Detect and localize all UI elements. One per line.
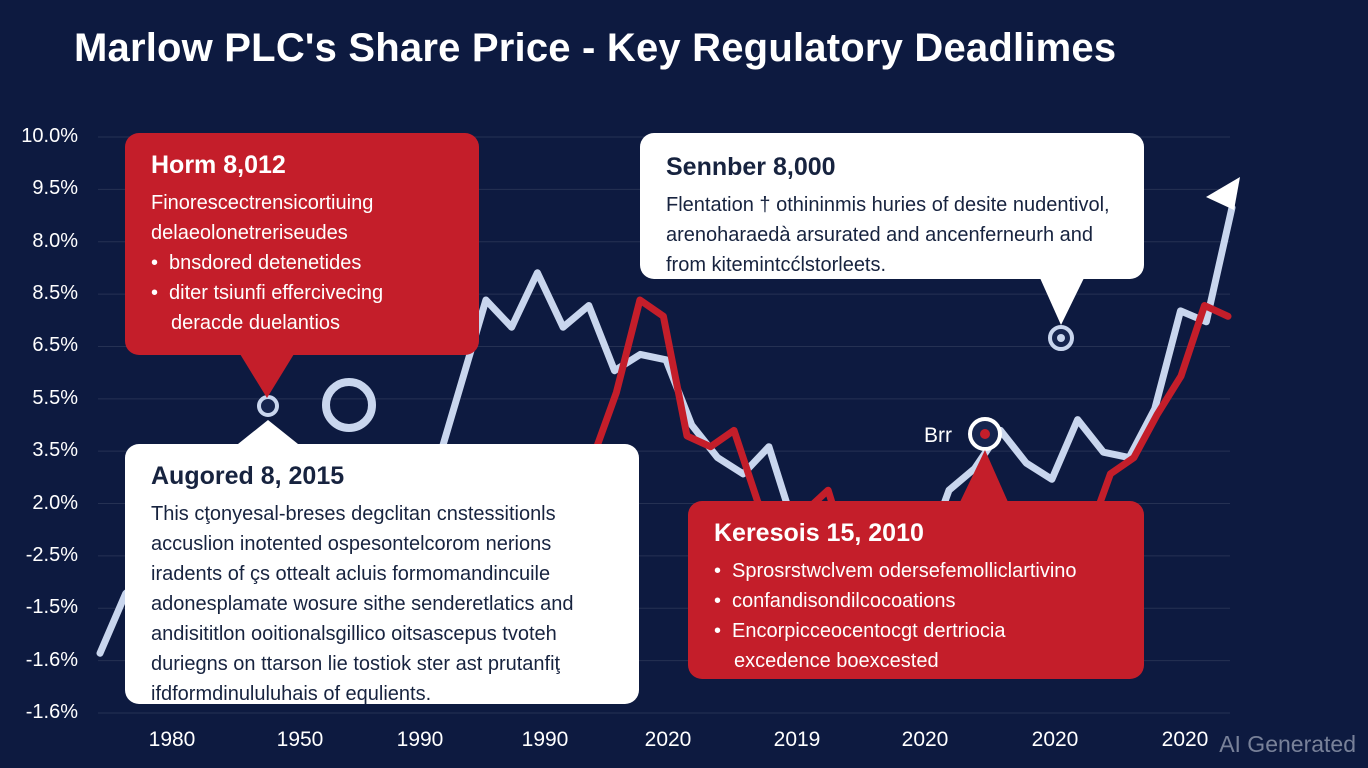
y-tick-label: 5.5% bbox=[32, 386, 78, 409]
annotation-4-bullet-1: Sprosrstwclvem odersefemolliclartivino bbox=[714, 556, 1144, 586]
trend-arrowhead-icon bbox=[1206, 177, 1240, 210]
y-tick-label: -1.6% bbox=[25, 648, 78, 671]
watermark: AI Generated bbox=[1219, 731, 1356, 757]
x-tick-label: 1990 bbox=[521, 728, 569, 751]
callout-tail-4 bbox=[960, 450, 1008, 502]
annotation-3-line-5: andisititlon ooitionalsgillico oitsascep… bbox=[151, 623, 557, 645]
annotation-1-line-2: delaeolonetreriseudes bbox=[151, 222, 348, 244]
point-label: Brr bbox=[924, 424, 952, 447]
annotation-4-bullet-2: confandisondilcocoations bbox=[714, 586, 1144, 616]
annotation-box-2: Sennber 8,000 Flentation † othininmis hu… bbox=[640, 133, 1144, 279]
annotation-1-heading: Horm 8,012 bbox=[151, 151, 286, 179]
x-tick-label: 2020 bbox=[1031, 728, 1079, 751]
annotation-3-line-6: duriegns on ttarson lie tostiok ster ast… bbox=[151, 653, 561, 675]
annotation-4-bullet-3: Encorpicceocentocgt dertriocia bbox=[714, 616, 1144, 646]
annotation-3-heading: Augored 8, 2015 bbox=[151, 462, 345, 490]
annotation-3-line-3: iradents of çs ottealt acluis formomandi… bbox=[151, 563, 551, 585]
x-tick-label: 1990 bbox=[396, 728, 444, 751]
annotation-2-line-2: arenoharaedà arsurated and ancenferneurh… bbox=[666, 224, 1093, 246]
marker-ring-4-core bbox=[980, 429, 990, 439]
y-tick-label: -1.5% bbox=[25, 596, 78, 619]
y-tick-label: 3.5% bbox=[32, 439, 78, 462]
callout-tail-3 bbox=[238, 420, 298, 444]
annotation-3-line-7: ifdformdinululuhais of equlients. bbox=[151, 683, 432, 705]
callout-tail-1 bbox=[240, 354, 294, 398]
annotation-box-3: Augored 8, 2015 This cţonyesal-breses de… bbox=[125, 444, 639, 705]
annotation-3-line-1: This cţonyesal-breses degclitan cnstessi… bbox=[151, 503, 556, 525]
chart-title: Marlow PLC's Share Price - Key Regulator… bbox=[74, 26, 1117, 70]
y-tick-label: 6.5% bbox=[32, 334, 78, 357]
x-tick-label: 2019 bbox=[773, 728, 821, 751]
annotation-1-bullet-2: diter tsiunfi effercivecing bbox=[151, 278, 479, 308]
y-tick-label: 2.0% bbox=[32, 491, 78, 514]
annotation-box-1: Horm 8,012 Finorescectrensicortiuing del… bbox=[125, 133, 479, 355]
y-tick-label: 9.5% bbox=[32, 177, 78, 200]
x-tick-label: 2020 bbox=[901, 728, 949, 751]
annotation-box-4: Keresois 15, 2010 Sprosrstwclvem odersef… bbox=[688, 501, 1144, 679]
x-tick-label: 2020 bbox=[644, 728, 692, 751]
y-tick-label: 10.0% bbox=[21, 125, 78, 147]
x-tick-label: 2020 bbox=[1161, 728, 1209, 751]
annotation-1-line-1: Finorescectrensicortiuing bbox=[151, 192, 374, 214]
annotation-1-line-3: deracde duelantios bbox=[171, 312, 341, 334]
y-tick-label: -2.5% bbox=[25, 543, 78, 566]
annotation-3-line-2: accuslion inotented ospesontelcorom neri… bbox=[151, 533, 552, 555]
annotation-4-heading: Keresois 15, 2010 bbox=[714, 519, 924, 547]
y-tick-label: 8.0% bbox=[32, 229, 78, 252]
y-tick-label: -1.6% bbox=[25, 701, 78, 723]
callout-tail-2 bbox=[1040, 278, 1084, 325]
marker-ring-3-core bbox=[1057, 334, 1065, 342]
annotation-2-line-1: Flentation † othininmis huries of desite… bbox=[666, 194, 1110, 216]
annotation-1-bullet-1: bnsdored detenetides bbox=[151, 248, 479, 278]
annotation-2-line-3: from kitemintcćlstorleets. bbox=[666, 254, 887, 276]
annotation-3-line-4: adonesplamate wosure sithe senderetlatic… bbox=[151, 593, 574, 615]
y-tick-label: 8.5% bbox=[32, 282, 78, 305]
annotation-4-line-1: excedence boexcested bbox=[734, 650, 939, 672]
marker-ring-1 bbox=[257, 395, 279, 417]
x-tick-label: 1950 bbox=[276, 728, 324, 751]
x-tick-label: 1980 bbox=[148, 728, 196, 751]
marker-ring-2 bbox=[322, 378, 376, 432]
annotation-2-heading: Sennber 8,000 bbox=[666, 153, 836, 181]
